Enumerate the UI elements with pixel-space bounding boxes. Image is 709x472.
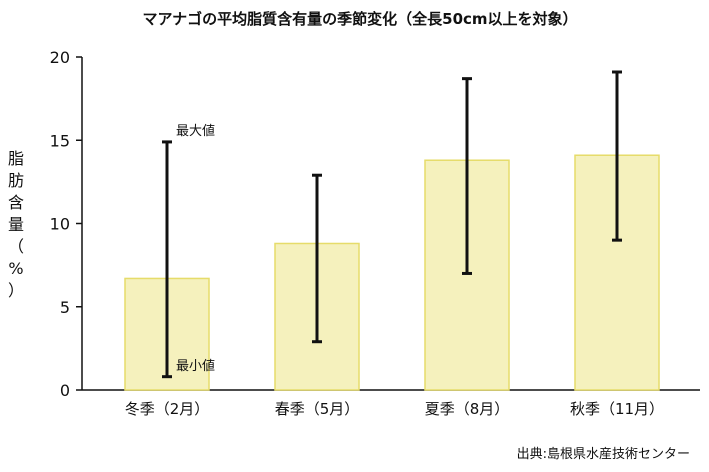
error-bars <box>162 70 622 379</box>
y-tick-label: 10 <box>50 215 70 234</box>
x-category-label: 春季（5月） <box>275 400 360 418</box>
y-tick-label: 20 <box>50 48 70 67</box>
bars <box>124 154 660 391</box>
y-axis-label-char: 量 <box>8 215 24 234</box>
chart-title: マアナゴの平均脂質含有量の季節変化（全長50cm以上を対象） <box>142 10 577 28</box>
x-category-label: 秋季（11月） <box>570 400 664 418</box>
y-axis-label-char: 脂 <box>8 149 24 168</box>
min-value-annotation: 最小値 <box>176 358 215 374</box>
y-axis-label-char: 含 <box>8 193 24 212</box>
y-tick-label: 5 <box>60 298 70 317</box>
x-axis-categories: 冬季（2月） 春季（5月） 夏季（8月） 秋季（11月） <box>125 400 664 418</box>
y-tick-label: 0 <box>60 381 70 400</box>
y-axis-label-char: 肪 <box>8 171 24 190</box>
x-category-label: 夏季（8月） <box>425 400 510 418</box>
y-axis-label-char: （ <box>8 237 24 256</box>
y-axis-label-char: % <box>8 259 23 278</box>
y-axis-ticks: 0 5 10 15 20 <box>50 48 82 400</box>
y-axis-label-char: ） <box>8 281 24 300</box>
x-category-label: 冬季（2月） <box>125 400 210 418</box>
max-value-annotation: 最大値 <box>176 123 215 139</box>
source-note: 出典:島根県水産技術センター <box>517 446 690 462</box>
y-tick-label: 15 <box>50 131 70 150</box>
